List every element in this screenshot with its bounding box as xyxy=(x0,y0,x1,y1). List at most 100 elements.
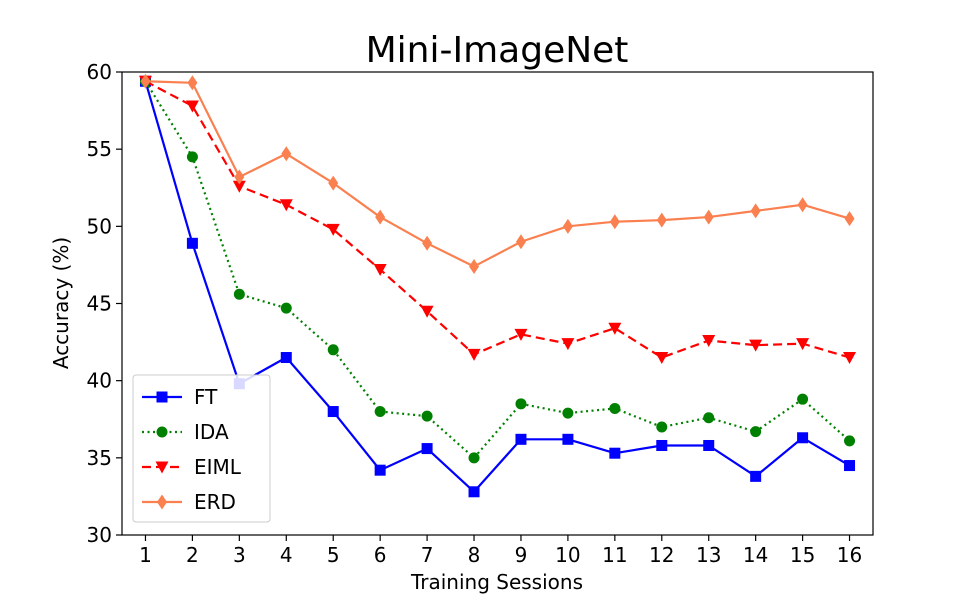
y-axis: 30 35 40 45 50 55 60 xyxy=(87,60,122,547)
data-point-ida xyxy=(797,393,809,405)
data-point-erd xyxy=(656,212,667,228)
data-point-erd xyxy=(562,218,573,234)
series-layer xyxy=(138,73,857,498)
x-tick-label: 2 xyxy=(186,543,199,567)
x-tick-label: 16 xyxy=(837,543,862,567)
data-point-erd xyxy=(703,209,714,225)
y-tick-label: 50 xyxy=(87,214,112,238)
x-axis-label: Training Sessions xyxy=(410,570,583,594)
y-tick-label: 35 xyxy=(87,446,112,470)
series-line-eiml xyxy=(144,80,850,359)
x-tick-label: 11 xyxy=(602,543,627,567)
data-point-ida xyxy=(703,412,715,424)
data-point-ft xyxy=(609,447,621,459)
data-point-eiml xyxy=(702,335,716,348)
series-line-erd xyxy=(145,80,850,268)
series-line-ida xyxy=(144,80,851,459)
x-tick-label: 7 xyxy=(421,543,434,567)
data-point-ida xyxy=(515,398,527,410)
data-point-eiml xyxy=(843,352,857,365)
data-point-ida xyxy=(327,344,339,356)
data-point-erd xyxy=(234,169,245,185)
data-point-eiml xyxy=(420,305,434,318)
data-point-ida xyxy=(280,302,292,314)
data-point-ft xyxy=(421,443,433,455)
legend-marker-ft xyxy=(156,391,168,403)
data-point-ft xyxy=(703,439,715,451)
legend-label-ida: IDA xyxy=(194,420,229,444)
data-point-erd xyxy=(422,235,433,251)
data-point-eiml xyxy=(326,223,340,236)
data-point-ft xyxy=(844,460,856,472)
data-point-ft xyxy=(186,237,198,249)
legend-box xyxy=(132,374,271,523)
legend-marker-eiml xyxy=(155,461,169,474)
data-point-eiml xyxy=(373,264,387,277)
series-line-ft xyxy=(144,80,851,493)
data-point-ida xyxy=(421,410,433,422)
legend-marker-erd xyxy=(157,494,167,510)
legend: FT IDA EIML ERD xyxy=(132,374,271,523)
data-point-erd xyxy=(281,146,292,162)
chart-title: Mini-ImageNet xyxy=(366,30,629,71)
data-point-erd xyxy=(328,175,339,191)
data-point-ida xyxy=(468,452,480,464)
data-point-eiml xyxy=(467,348,481,361)
x-tick-label: 1 xyxy=(139,543,152,567)
data-point-erd xyxy=(797,197,808,213)
data-point-erd xyxy=(844,211,855,227)
y-tick-label: 30 xyxy=(87,523,112,547)
data-point-ida xyxy=(656,421,668,433)
data-point-ida xyxy=(374,406,386,418)
legend-label-erd: ERD xyxy=(194,490,236,514)
data-point-ida xyxy=(609,402,621,414)
data-point-eiml xyxy=(655,352,669,365)
data-point-ft xyxy=(327,406,339,418)
data-point-eiml xyxy=(561,338,575,351)
y-tick-label: 40 xyxy=(87,369,112,393)
legend-marker-ida xyxy=(156,426,168,438)
data-point-ft xyxy=(656,439,668,451)
data-point-ida xyxy=(233,288,245,300)
y-tick-label: 55 xyxy=(87,137,112,161)
data-point-ft xyxy=(280,352,292,364)
legend-entry-eiml: EIML xyxy=(142,455,242,479)
x-tick-label: 14 xyxy=(743,543,768,567)
y-axis-label: Accuracy (%) xyxy=(49,237,73,369)
data-point-ft xyxy=(374,464,386,476)
data-point-ft xyxy=(515,433,527,445)
data-point-erd xyxy=(609,214,620,230)
x-tick-label: 3 xyxy=(233,543,246,567)
legend-label-ft: FT xyxy=(194,385,218,409)
data-point-ft xyxy=(797,432,809,444)
data-point-eiml xyxy=(608,322,622,335)
data-point-eiml xyxy=(279,199,293,212)
data-point-eiml xyxy=(514,328,528,341)
data-point-ida xyxy=(186,151,198,163)
data-point-eiml xyxy=(749,339,763,352)
data-point-ida xyxy=(750,426,762,438)
data-point-eiml xyxy=(796,338,810,351)
data-point-eiml xyxy=(185,100,199,113)
data-point-ft xyxy=(468,486,480,498)
x-tick-label: 12 xyxy=(649,543,674,567)
x-tick-label: 13 xyxy=(696,543,721,567)
data-point-erd xyxy=(140,73,151,89)
legend-entry-erd: ERD xyxy=(142,490,236,514)
data-point-erd xyxy=(515,234,526,250)
x-tick-label: 10 xyxy=(555,543,580,567)
legend-entry-ida: IDA xyxy=(142,420,229,444)
x-tick-label: 4 xyxy=(280,543,293,567)
data-point-ft xyxy=(750,470,762,482)
series-ida xyxy=(139,75,856,464)
y-tick-label: 45 xyxy=(87,292,112,316)
data-point-eiml xyxy=(232,180,246,193)
data-point-erd xyxy=(750,203,761,219)
x-tick-label: 5 xyxy=(327,543,340,567)
legend-label-eiml: EIML xyxy=(194,455,242,479)
data-point-erd xyxy=(187,75,198,91)
data-point-ft xyxy=(562,433,574,445)
y-tick-label: 60 xyxy=(87,60,112,84)
series-eiml xyxy=(138,75,857,365)
x-tick-label: 15 xyxy=(790,543,815,567)
